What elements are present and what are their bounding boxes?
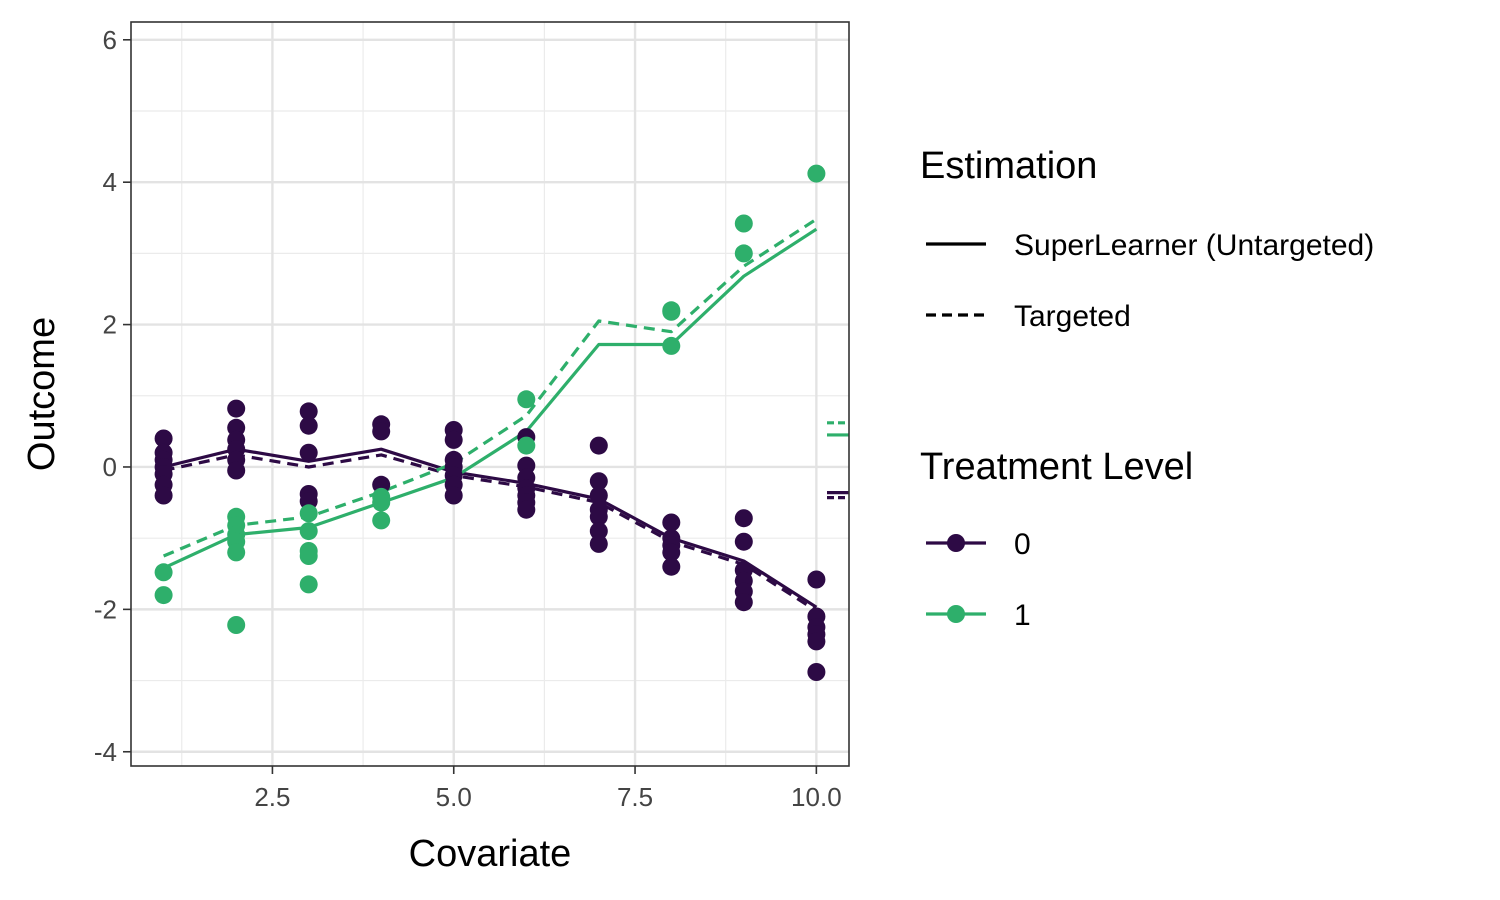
legend-label-0: 0	[1014, 528, 1031, 561]
data-point-0	[517, 500, 536, 519]
data-point-0	[807, 632, 826, 651]
data-point-0	[299, 402, 318, 421]
data-point-0	[154, 486, 173, 505]
data-point-1	[517, 390, 536, 409]
data-point-0	[299, 443, 318, 462]
data-point-1	[299, 575, 318, 594]
data-point-0	[662, 513, 681, 532]
data-point-0	[662, 557, 681, 576]
data-point-1	[372, 493, 391, 512]
x-tick-label: 7.5	[617, 782, 653, 812]
data-point-1	[807, 164, 826, 183]
legend-key-dot-0	[947, 534, 965, 552]
legend-treatment: Treatment Level 0 1	[920, 446, 1193, 632]
data-point-0	[589, 522, 608, 541]
axes: 2.5 5.0 7.5 10.0 -4 -2 0 2 4 6	[94, 25, 842, 812]
data-point-0	[589, 534, 608, 553]
legend-key-dot-1	[947, 605, 965, 623]
data-point-0	[299, 416, 318, 435]
data-point-0	[589, 486, 608, 505]
data-point-1	[662, 336, 681, 355]
y-tick-label: -4	[94, 737, 117, 767]
x-tick-label: 5.0	[436, 782, 472, 812]
y-axis-title: Outcome	[21, 317, 63, 471]
data-point-0	[589, 472, 608, 491]
x-tick-label: 2.5	[254, 782, 290, 812]
x-axis-title: Covariate	[409, 833, 572, 875]
data-point-1	[227, 616, 246, 634]
data-point-1	[227, 543, 246, 562]
data-point-1	[517, 436, 536, 455]
y-tick-label: 2	[103, 310, 117, 340]
superlearner-line-0	[163, 447, 818, 609]
data-point-1	[299, 522, 318, 541]
data-point-1	[734, 244, 753, 263]
superlearner-line-1	[162, 227, 818, 570]
data-point-0	[227, 399, 246, 418]
legend-label-1: 1	[1014, 599, 1031, 632]
targeted-line-1	[162, 217, 818, 558]
data-point-0	[372, 422, 391, 441]
legend-label-targeted: Targeted	[1014, 300, 1131, 333]
data-point-0	[444, 430, 463, 449]
side-marks	[827, 421, 849, 500]
data-point-0	[734, 532, 753, 551]
data-point-0	[227, 461, 246, 480]
legend-estimation-title: Estimation	[920, 145, 1097, 187]
data-point-1	[299, 504, 318, 523]
y-tick-label: 6	[103, 25, 117, 55]
legend-treatment-title: Treatment Level	[920, 446, 1193, 488]
data-point-0	[807, 663, 826, 681]
data-point-0	[444, 486, 463, 505]
plot-border	[130, 21, 850, 767]
data-point-0	[807, 570, 826, 589]
y-tick-label: 0	[103, 452, 117, 482]
estimation-lines	[162, 217, 818, 613]
data-point-0	[734, 509, 753, 528]
y-tick-label: -2	[94, 594, 117, 624]
legend-label-superlearner: SuperLearner (Untargeted)	[1014, 229, 1374, 262]
data-point-1	[299, 547, 318, 565]
targeted-line-0	[163, 453, 818, 613]
data-point-1	[734, 214, 753, 233]
data-point-0	[734, 593, 753, 612]
data-point-0	[589, 507, 608, 526]
data-point-0	[662, 543, 681, 562]
plot-panel	[131, 22, 849, 766]
x-tick-label: 10.0	[791, 782, 842, 812]
data-point-1	[662, 302, 681, 321]
legend-estimation: Estimation SuperLearner (Untargeted) Tar…	[920, 145, 1374, 333]
data-point-1	[154, 563, 173, 582]
data-point-0	[154, 429, 173, 448]
data-points	[154, 164, 826, 681]
data-point-1	[154, 586, 173, 605]
y-tick-label: 4	[103, 167, 117, 197]
data-point-1	[372, 511, 391, 530]
data-point-0	[589, 436, 608, 455]
